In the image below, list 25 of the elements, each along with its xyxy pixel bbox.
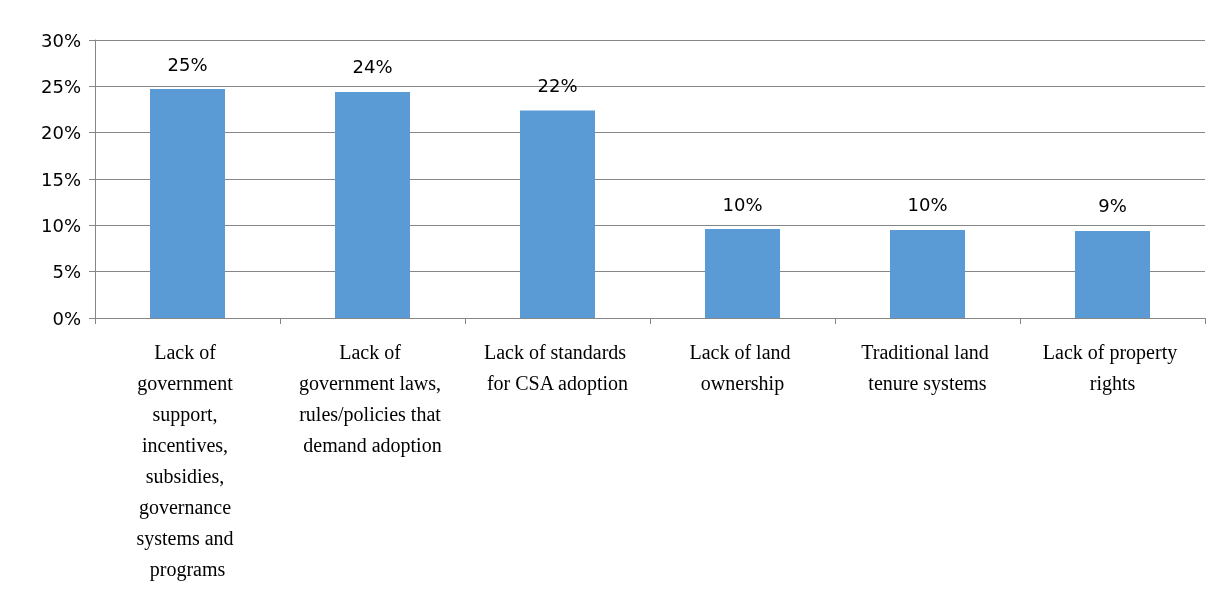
data-label: 9% bbox=[1098, 195, 1127, 217]
bar bbox=[520, 110, 595, 318]
y-tick-label: 20% bbox=[40, 122, 81, 144]
y-tick-label: 30% bbox=[40, 29, 81, 51]
y-tick-label: 25% bbox=[40, 75, 81, 97]
x-tick-label: Traditional land tenure systems bbox=[861, 340, 994, 395]
data-label: 24% bbox=[352, 56, 393, 78]
bar bbox=[890, 229, 965, 318]
bar bbox=[705, 229, 780, 318]
data-label: 22% bbox=[537, 74, 578, 96]
x-tick-label: Lack of standards for CSA adoption bbox=[483, 340, 632, 395]
data-label: 25% bbox=[167, 53, 208, 75]
y-tick-label: 10% bbox=[40, 214, 81, 236]
y-tick-label: 5% bbox=[52, 261, 81, 283]
bar bbox=[335, 91, 410, 318]
x-tick-label: Lack of land ownership bbox=[689, 340, 796, 395]
y-tick-label: 0% bbox=[52, 307, 81, 329]
bar bbox=[150, 89, 225, 318]
x-tick-label: Lack of government laws, rules/policies that demand adoption bbox=[298, 340, 447, 457]
data-label: 10% bbox=[722, 193, 763, 215]
x-tick-label: Lack of government support, incentives, subsidies, governance systems and programs bbox=[136, 340, 239, 581]
x-tick-label: Lack of property rights bbox=[1042, 340, 1183, 395]
bar bbox=[1075, 230, 1150, 318]
y-tick-label: 15% bbox=[40, 168, 81, 190]
data-label: 10% bbox=[907, 194, 948, 216]
